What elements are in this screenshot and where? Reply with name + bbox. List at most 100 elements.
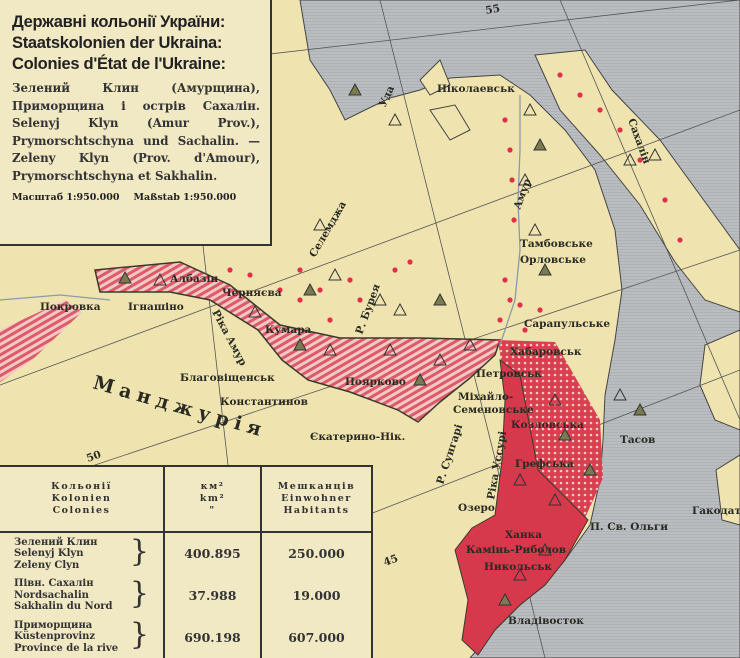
row-area: 400.895 xyxy=(163,532,261,575)
graticule-50: 50 xyxy=(85,449,103,465)
settlement-dot xyxy=(577,92,583,98)
label-khanka: Ханка xyxy=(505,529,542,541)
label-nikolaevsk: Ніколаевськ xyxy=(437,83,515,95)
settlement-marker-triangle xyxy=(623,152,637,166)
row-name: Півн. Сахалін Nordsachalin Sakhalin du N… xyxy=(14,575,149,613)
settlement-marker-triangle xyxy=(538,542,552,556)
scale-de: Maßstab 1:950.000 xyxy=(133,192,237,203)
label-kamin-rybolov: Камінь-Риболов xyxy=(466,544,566,556)
settlement-dot xyxy=(497,317,503,323)
settlement-dot xyxy=(297,267,303,273)
hokkaido-south xyxy=(715,454,740,526)
settlement-dot xyxy=(522,327,528,333)
colonies-table: Кольонії Kolonien Colonies км² km² " Меш… xyxy=(0,465,373,658)
settlement-dot xyxy=(502,277,508,283)
settlement-dot xyxy=(347,277,353,283)
label-mikhailo: Міхайло- xyxy=(458,391,513,403)
hokkaido-island xyxy=(699,329,740,431)
settlement-marker-triangle xyxy=(293,337,307,351)
settlement-marker-triangle xyxy=(393,302,407,316)
bay-islands xyxy=(419,59,471,141)
settlement-dot xyxy=(677,237,683,243)
settlement-marker-triangle xyxy=(303,282,317,296)
header-area: км² km² " xyxy=(163,467,261,533)
graticule-55: 55 xyxy=(484,3,500,17)
settlement-dot xyxy=(357,297,363,303)
settlement-marker-triangle xyxy=(613,387,627,401)
row-population: 250.000 xyxy=(260,532,371,575)
label-orlovske: Орловське xyxy=(520,254,586,266)
label-ekaterino: Єкатерино-Нік. xyxy=(310,431,405,443)
label-grefska: Грефська xyxy=(515,458,574,470)
header-colonies: Кольонії Kolonien Colonies xyxy=(0,467,164,533)
settlement-marker-triangle xyxy=(313,217,327,231)
settlement-marker-triangle xyxy=(153,272,167,286)
settlement-marker-triangle xyxy=(633,402,647,416)
settlement-marker-triangle xyxy=(513,567,527,581)
label-vladivostok: Владівосток xyxy=(508,615,584,627)
scale-uk: Масштаб 1:950.000 xyxy=(12,192,120,203)
description-uk: Зелений Клин (Амурщина), Приморщина і ос… xyxy=(12,81,260,113)
table-header: Кольонії Kolonien Colonies км² km² " Меш… xyxy=(0,467,371,533)
table-row: Приморщина Küstenprovinz Province de la … xyxy=(0,616,371,658)
settlement-dot xyxy=(507,147,513,153)
settlement-dot xyxy=(502,117,508,123)
settlement-dot xyxy=(277,287,283,293)
settlement-marker-triangle xyxy=(533,137,547,151)
colony-manchuria-hatched xyxy=(0,300,82,382)
label-albazin: Албазін xyxy=(170,273,218,285)
label-kozlovska: Козловська xyxy=(511,419,584,431)
settlement-dot xyxy=(297,297,303,303)
label-olga: П. Св. Ольги xyxy=(590,521,668,533)
settlement-marker-triangle xyxy=(348,82,362,96)
settlement-marker-triangle xyxy=(463,337,477,351)
row-population: 19.000 xyxy=(260,574,371,617)
amur-river xyxy=(0,95,521,346)
settlement-marker-triangle xyxy=(373,292,387,306)
label-tasov: Тасов xyxy=(620,434,655,446)
description-fr: Zeleny Klyn (Prov. d'Amour), Prymorschts… xyxy=(12,151,260,183)
settlement-dot xyxy=(557,72,563,78)
label-sarapulske: Сарапульське xyxy=(524,318,610,330)
row-area: 690.198 xyxy=(163,616,261,658)
settlement-marker-triangle xyxy=(413,372,427,386)
settlement-dot xyxy=(327,317,333,323)
settlement-marker-triangle xyxy=(523,102,537,116)
title-de: Staatskolonien der Ukraina: xyxy=(12,34,223,52)
label-kumara: Кумара xyxy=(265,324,312,336)
settlement-dot xyxy=(407,259,413,265)
table-row: Зелений Клин Selenyj Klyn Zeleny Clyn} 4… xyxy=(0,532,371,575)
settlement-marker-triangle xyxy=(388,112,402,126)
row-name: Зелений Клин Selenyj Klyn Zeleny Clyn} xyxy=(14,534,149,571)
colony-primorye-solid xyxy=(454,358,589,656)
settlement-marker-triangle xyxy=(548,492,562,506)
settlement-marker-triangle xyxy=(513,472,527,486)
settlement-dot xyxy=(637,157,643,163)
settlement-markers xyxy=(118,82,662,606)
label-petrovsk: Петровськ xyxy=(476,368,542,380)
settlement-dot xyxy=(617,127,623,133)
table-row: Півн. Сахалін Nordsachalin Sakhalin du N… xyxy=(0,574,371,617)
settlement-dot xyxy=(317,287,323,293)
title-fr: Colonies d'État de l'Ukraine: xyxy=(12,55,226,73)
label-nikolsk: Никольськ xyxy=(484,561,552,573)
settlement-marker-triangle xyxy=(383,342,397,356)
title-uk: Державні кольонії України: xyxy=(12,13,226,31)
settlement-dot xyxy=(597,107,603,113)
graticule-45: 45 xyxy=(382,553,400,569)
label-tambovske: Тамбовське xyxy=(520,238,593,250)
settlement-marker-triangle xyxy=(583,462,597,476)
settlement-marker-triangle xyxy=(433,352,447,366)
settlement-marker-triangle xyxy=(498,592,512,606)
row-name: Приморщина Küstenprovinz Province de la … xyxy=(14,617,149,654)
label-pokrovka: Покровка xyxy=(40,301,101,313)
settlement-dot xyxy=(247,272,253,278)
settlement-marker-triangle xyxy=(648,147,662,161)
settlement-marker-triangle xyxy=(548,392,562,406)
settlement-marker-triangle xyxy=(118,270,132,284)
settlement-dot xyxy=(392,267,398,273)
settlement-dot xyxy=(511,217,517,223)
legend-title-box: Державні кольонії України: Staatskolonie… xyxy=(0,0,272,246)
settlement-dots xyxy=(227,72,683,333)
